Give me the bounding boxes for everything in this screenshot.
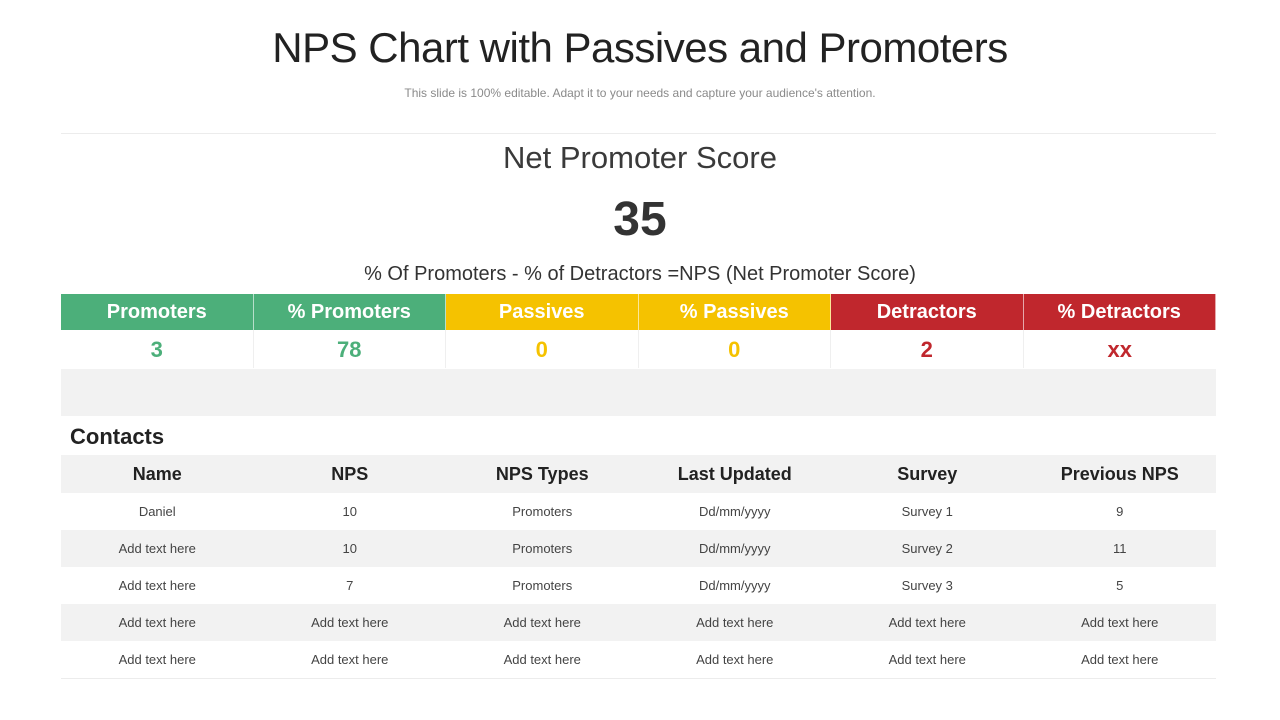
- column-header-name: Name: [132, 463, 182, 484]
- table-row: Add text here 7 Promoters Dd/mm/yyyy Sur…: [61, 567, 1216, 604]
- metric-header-percent-passives: % Passives: [638, 294, 831, 330]
- header-divider: [61, 133, 1216, 134]
- table-cell: Add text here: [888, 652, 966, 667]
- table-row: Daniel 10 Promoters Dd/mm/yyyy Survey 1 …: [61, 493, 1216, 530]
- table-cell: Add text here: [1081, 615, 1159, 630]
- table-cell: Survey 2: [901, 541, 953, 556]
- table-cell: 9: [1116, 504, 1124, 519]
- contacts-header-row: Name NPS NPS Types Last Updated Survey P…: [61, 455, 1216, 493]
- table-cell: Survey 3: [901, 578, 953, 593]
- table-cell: Dd/mm/yyyy: [699, 578, 771, 593]
- nps-formula: % Of Promoters - % of Detractors =NPS (N…: [364, 263, 916, 285]
- table-cell: Add text here: [118, 578, 196, 593]
- metric-header-detractors: Detractors: [831, 294, 1024, 330]
- table-cell: Add text here: [888, 615, 966, 630]
- page-subtitle: This slide is 100% editable. Adapt it to…: [404, 86, 876, 100]
- table-row: Add text here 10 Promoters Dd/mm/yyyy Su…: [61, 530, 1216, 567]
- metric-header-promoters: Promoters: [61, 294, 254, 330]
- metric-header-passives: Passives: [446, 294, 639, 330]
- contacts-table: Name NPS NPS Types Last Updated Survey P…: [61, 455, 1216, 679]
- metric-header-percent-promoters: % Promoters: [253, 294, 446, 330]
- table-row: Add text here Add text here Add text her…: [61, 604, 1216, 641]
- column-header-survey: Survey: [897, 463, 958, 484]
- table-cell: Dd/mm/yyyy: [699, 541, 771, 556]
- table-cell: Add text here: [503, 615, 581, 630]
- table-cell: Add text here: [311, 615, 389, 630]
- table-cell: Survey 1: [901, 504, 953, 519]
- column-header-nps: NPS: [331, 463, 369, 484]
- table-cell: Add text here: [503, 652, 581, 667]
- metric-value-percent-detractors: xx: [1023, 330, 1216, 368]
- table-cell: Add text here: [311, 652, 389, 667]
- table-cell: 5: [1116, 578, 1124, 593]
- page-title: NPS Chart with Passives and Promoters: [272, 24, 1008, 71]
- contacts-title: Contacts: [70, 424, 165, 449]
- table-cell: Add text here: [118, 615, 196, 630]
- table-cell: Add text here: [118, 541, 196, 556]
- nps-label: Net Promoter Score: [503, 140, 777, 175]
- metric-value-percent-passives: 0: [638, 330, 831, 368]
- table-cell: Promoters: [512, 504, 573, 519]
- metric-value-percent-promoters: 78: [253, 330, 446, 368]
- table-cell: 11: [1113, 541, 1127, 556]
- metric-header-percent-detractors: % Detractors: [1023, 294, 1216, 330]
- metrics-table: Promoters % Promoters Passives % Passive…: [61, 294, 1216, 368]
- table-cell: 7: [346, 578, 354, 593]
- table-cell: 10: [342, 541, 357, 556]
- spacer-band: [61, 369, 1216, 416]
- table-cell: Promoters: [512, 578, 573, 593]
- table-cell: Add text here: [1081, 652, 1159, 667]
- table-cell: Daniel: [138, 504, 176, 519]
- table-cell: Add text here: [118, 652, 196, 667]
- column-header-previous-nps: Previous NPS: [1060, 463, 1179, 484]
- metric-value-detractors: 2: [831, 330, 1024, 368]
- metric-value-promoters: 3: [61, 330, 254, 368]
- nps-score-value: 35: [613, 193, 667, 246]
- metric-value-passives: 0: [446, 330, 639, 368]
- table-cell: 10: [342, 504, 357, 519]
- column-header-nps-types: NPS Types: [495, 463, 589, 484]
- column-header-last-updated: Last Updated: [677, 463, 792, 484]
- table-cell: Dd/mm/yyyy: [699, 504, 771, 519]
- table-row: Add text here Add text here Add text her…: [61, 641, 1216, 679]
- table-cell: Add text here: [696, 652, 774, 667]
- table-cell: Promoters: [512, 541, 573, 556]
- table-cell: Add text here: [696, 615, 774, 630]
